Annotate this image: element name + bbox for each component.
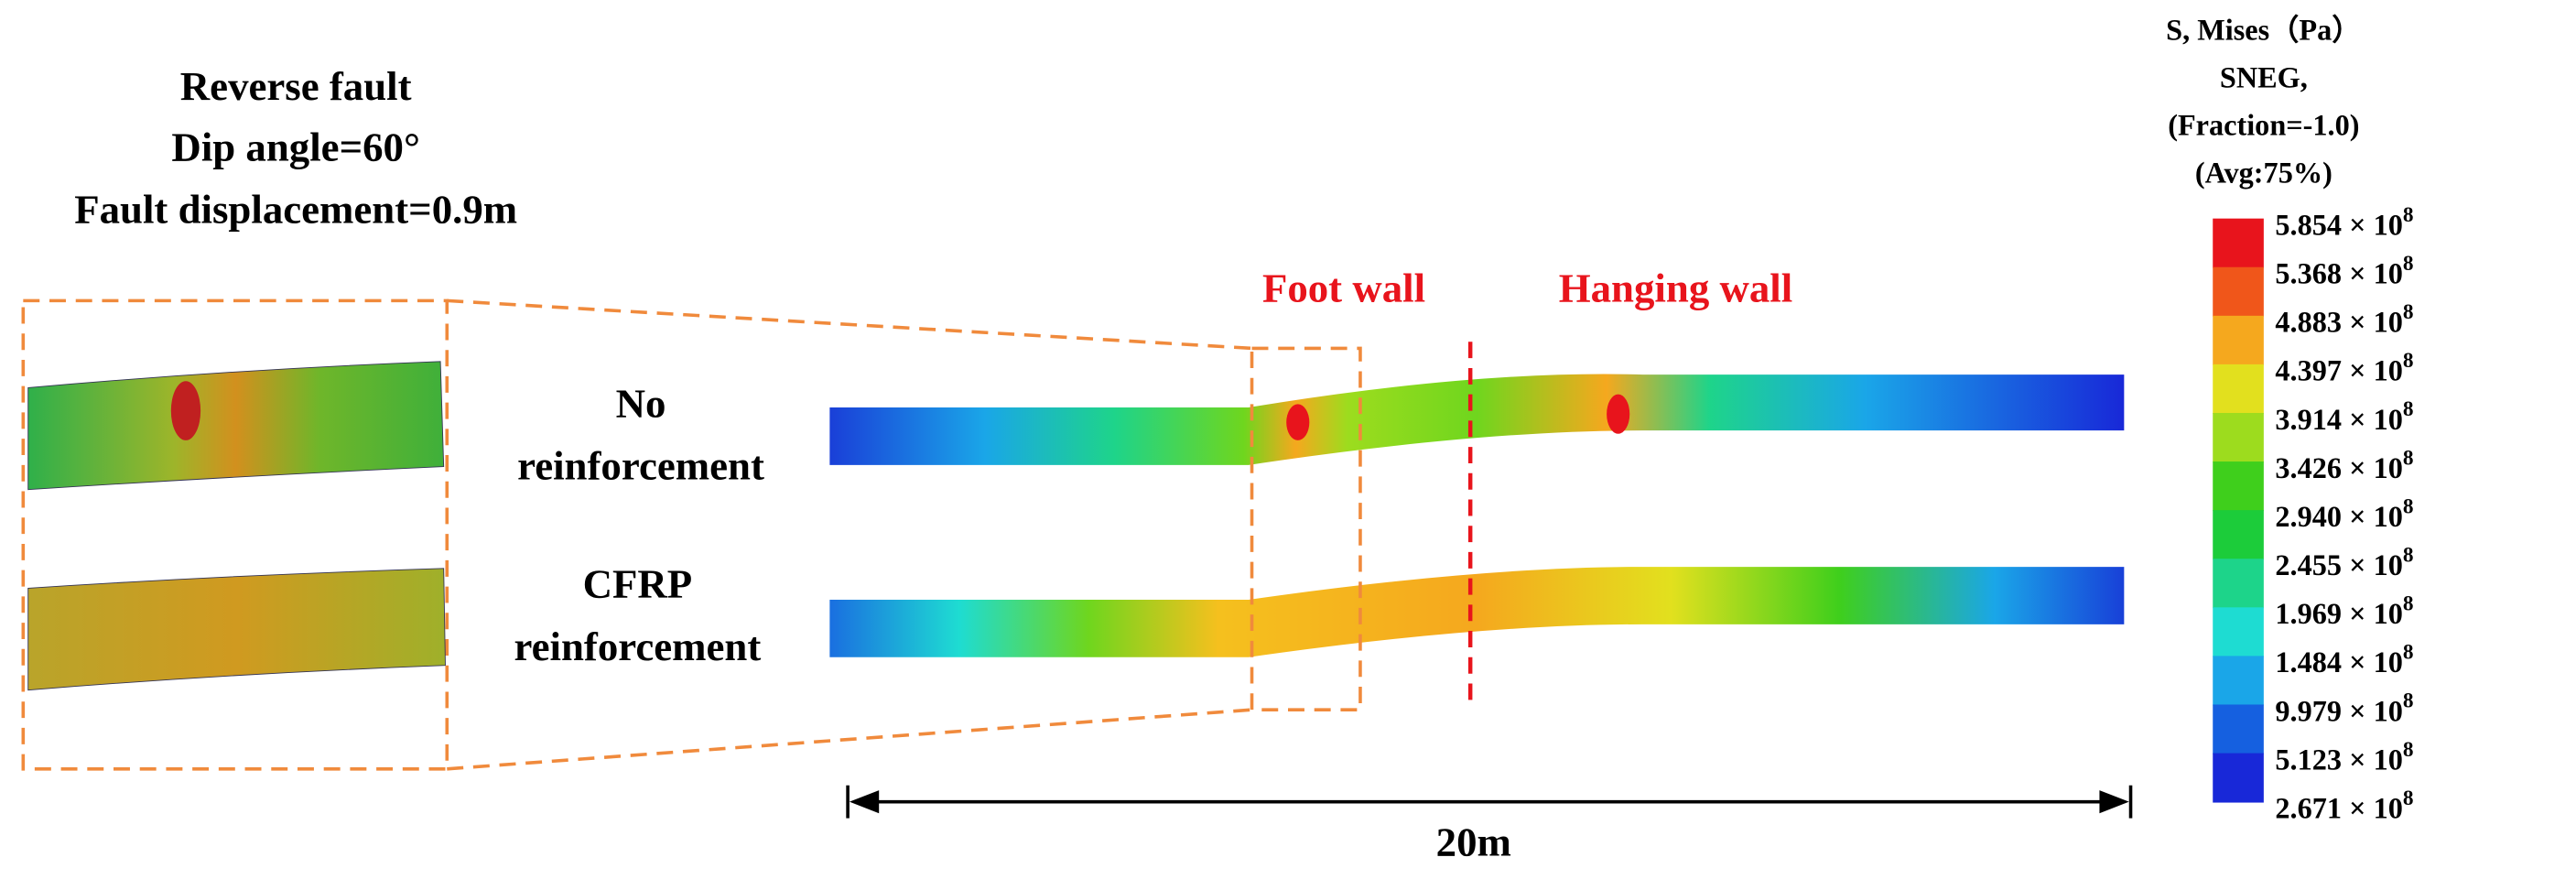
level-mantissa: 5.368 × 10 (2275, 257, 2402, 290)
pipe-cfrp (829, 567, 2125, 657)
legend-swatch (2213, 656, 2264, 706)
title-line: Dip angle=60° (171, 124, 419, 169)
legend-swatch (2213, 704, 2264, 754)
level-mantissa: 2.455 × 10 (2275, 548, 2402, 581)
legend-level: 4.397 × 108 (2275, 349, 2413, 387)
legend-level: 2.671 × 108 (2275, 787, 2413, 825)
legend-level: 5.123 × 108 (2275, 738, 2413, 776)
legend-swatch (2213, 753, 2264, 803)
title-line: Fault displacement=0.9m (74, 187, 517, 233)
legend-level: 1.969 × 108 (2275, 592, 2413, 631)
inset-pipe (27, 568, 446, 691)
level-exponent: 8 (2403, 447, 2414, 471)
level-mantissa: 4.883 × 10 (2275, 306, 2402, 339)
legend-swatch (2213, 218, 2264, 268)
legend-level: 1.484 × 108 (2275, 641, 2413, 679)
legend-level: 2.455 × 108 (2275, 544, 2413, 582)
level-exponent: 8 (2403, 495, 2414, 519)
pipe-no-reinforcement (829, 374, 2125, 465)
hotspot (1607, 394, 1630, 434)
legend-swatch (2213, 412, 2264, 462)
legend-swatch (2213, 315, 2264, 365)
foot-wall-label: Foot wall (1262, 266, 1425, 311)
legend-header: S, Mises（Pa） (2166, 13, 2361, 46)
level-mantissa: 2.671 × 10 (2275, 792, 2402, 825)
level-exponent: 8 (2403, 592, 2414, 616)
zoom-frame (21, 298, 449, 771)
legend-level: 5.368 × 108 (2275, 252, 2413, 290)
title-line: Reverse fault (180, 63, 412, 109)
row-label: reinforcement (517, 442, 764, 488)
level-exponent: 8 (2403, 398, 2414, 422)
legend-swatch (2213, 510, 2264, 560)
level-exponent: 8 (2403, 300, 2414, 324)
level-exponent: 8 (2403, 641, 2414, 665)
level-mantissa: 4.397 × 10 (2275, 354, 2402, 387)
title: Reverse fault Dip angle=60° Fault displa… (74, 63, 517, 233)
zoom-line (447, 298, 1252, 351)
level-mantissa: 5.854 × 10 (2275, 209, 2402, 242)
hanging-wall-label: Hanging wall (1559, 266, 1792, 311)
length-label: 20m (1436, 819, 1511, 864)
legend-swatch (2213, 461, 2264, 512)
level-mantissa: 3.426 × 10 (2275, 451, 2402, 484)
level-exponent: 8 (2403, 203, 2414, 227)
level-exponent: 8 (2403, 689, 2414, 713)
legend-header: (Avg:75%) (2195, 156, 2332, 189)
level-exponent: 8 (2403, 544, 2414, 568)
legend-swatch (2213, 266, 2264, 317)
legend-swatch (2213, 364, 2264, 414)
row-label: CFRP (583, 561, 693, 607)
legend-header: SNEG, (2220, 60, 2308, 93)
legend-level: 5.854 × 108 (2275, 203, 2413, 242)
level-mantissa: 3.914 × 10 (2275, 403, 2402, 436)
row-label: reinforcement (514, 624, 762, 669)
legend: S, Mises（Pa） SNEG, (Fraction=-1.0) (Avg:75%… (2166, 13, 2413, 825)
inset-hotspot (170, 381, 201, 440)
legend-level: 2.940 × 108 (2275, 495, 2413, 534)
inset-pipe (27, 361, 445, 491)
legend-swatch (2213, 607, 2264, 657)
level-exponent: 8 (2403, 349, 2414, 373)
legend-swatch (2213, 559, 2264, 609)
focus-frame (1250, 346, 1362, 711)
level-mantissa: 1.969 × 10 (2275, 597, 2402, 630)
legend-level: 9.979 × 108 (2275, 689, 2413, 728)
level-exponent: 8 (2403, 787, 2414, 810)
legend-level: 3.914 × 108 (2275, 398, 2413, 437)
level-exponent: 8 (2403, 252, 2414, 276)
dimension (846, 785, 2133, 819)
legend-level: 3.426 × 108 (2275, 447, 2413, 485)
level-mantissa: 5.123 × 10 (2275, 743, 2402, 776)
hotspot (1286, 404, 1310, 440)
level-mantissa: 9.979 × 10 (2275, 695, 2402, 728)
legend-header: (Fraction=-1.0) (2168, 108, 2359, 141)
row-label: No (616, 380, 666, 426)
level-mantissa: 2.940 × 10 (2275, 500, 2402, 533)
zoom-line (447, 708, 1252, 771)
level-exponent: 8 (2403, 738, 2414, 762)
level-mantissa: 1.484 × 10 (2275, 646, 2402, 679)
legend-level: 4.883 × 108 (2275, 300, 2413, 339)
